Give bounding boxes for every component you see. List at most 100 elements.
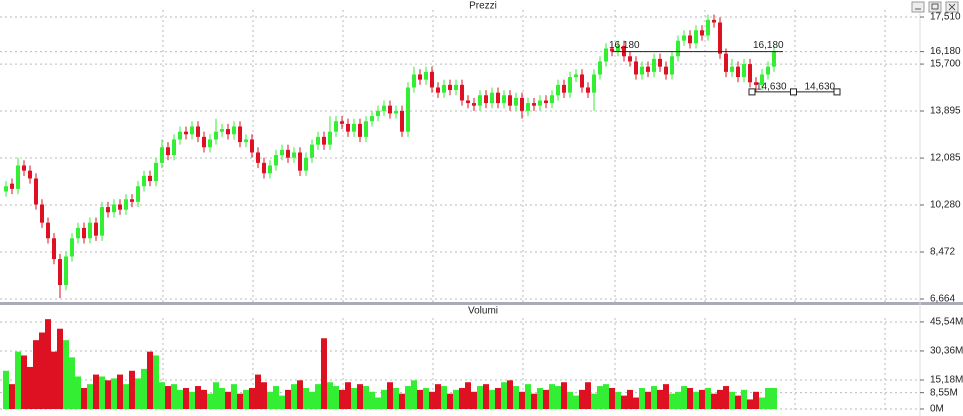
candle-body	[406, 87, 410, 132]
candle-body	[658, 58, 662, 67]
volume-bar	[231, 384, 237, 409]
volume-bar	[561, 382, 567, 409]
volume-bar	[711, 393, 717, 409]
volume-bar	[771, 387, 777, 409]
candle-body	[442, 84, 446, 93]
annotation-handle	[833, 88, 841, 96]
volume-bar	[171, 384, 177, 409]
volume-bar	[201, 389, 207, 409]
candle-body	[652, 58, 656, 72]
candle-body	[526, 103, 530, 111]
minimize-button[interactable]	[911, 1, 925, 13]
candle-body	[520, 97, 524, 111]
candle-body	[346, 123, 350, 132]
volume-bar	[591, 393, 597, 409]
candle-body	[610, 48, 614, 52]
volume-bar	[399, 393, 405, 409]
volume-bar	[507, 380, 513, 409]
candle-body	[130, 199, 134, 202]
candle-body	[670, 56, 674, 75]
volume-bar	[651, 386, 657, 409]
candle-body	[718, 22, 722, 54]
volume-bar	[459, 387, 465, 409]
volume-bar	[195, 386, 201, 409]
candle-body	[34, 178, 38, 205]
candle-body	[724, 53, 728, 72]
volume-bar	[657, 389, 663, 409]
candle-body	[574, 74, 578, 78]
candle-body	[772, 51, 776, 67]
candle-body	[136, 186, 140, 202]
volume-bar	[441, 386, 447, 409]
candle-body	[436, 87, 440, 93]
volume-bar	[93, 374, 99, 409]
volume-bar	[639, 387, 645, 409]
volume-bar	[471, 391, 477, 409]
candle-body	[184, 131, 188, 135]
candle-body	[148, 175, 152, 182]
volume-bar	[129, 370, 135, 409]
volume-bar	[483, 384, 489, 409]
volume-bar	[261, 382, 267, 409]
volume-bar	[603, 384, 609, 409]
candle-body	[16, 165, 20, 189]
window-buttons[interactable]	[911, 1, 959, 13]
volume-bar	[297, 380, 303, 409]
candle-body	[700, 30, 704, 36]
candle-body	[220, 129, 224, 132]
price-panel-title: Prezzi	[469, 1, 497, 12]
candle-body	[4, 186, 8, 192]
candle-body	[82, 227, 86, 239]
volume-bar	[285, 389, 291, 409]
volume-bar	[609, 387, 615, 409]
volume-bar	[465, 382, 471, 409]
volume-bar	[369, 391, 375, 409]
y-tick-label: 8,55M	[930, 387, 958, 398]
candle-body	[118, 204, 122, 210]
volume-bar	[237, 393, 243, 409]
volume-bar	[573, 395, 579, 409]
volume-bar	[729, 391, 735, 409]
volume-bar	[741, 389, 747, 409]
volume-bar	[219, 387, 225, 409]
volume-bar	[759, 397, 765, 409]
volume-bar	[99, 376, 105, 409]
candle-body	[424, 71, 428, 80]
candle-body	[550, 95, 554, 104]
candle-body	[22, 165, 26, 171]
volume-bar	[489, 389, 495, 409]
candle-body	[514, 97, 518, 106]
volume-bar	[303, 387, 309, 409]
annotation-label: 16,180	[753, 40, 784, 51]
candle-body	[10, 183, 14, 189]
candle-body	[676, 40, 680, 57]
volume-bar	[135, 378, 141, 409]
volume-bar	[393, 387, 399, 409]
annotation-handle	[748, 88, 756, 96]
restore-button[interactable]	[928, 1, 942, 13]
candle-body	[688, 35, 692, 44]
y-tick-label: 6,664	[930, 294, 955, 305]
volume-bar	[681, 386, 687, 409]
candle-body	[736, 66, 740, 78]
volume-bar	[501, 382, 507, 409]
volume-bar	[255, 374, 261, 409]
volume-bar	[525, 384, 531, 409]
volume-bar	[9, 384, 15, 409]
volume-bar	[699, 389, 705, 409]
volume-bar	[207, 393, 213, 409]
volume-bar	[675, 391, 681, 409]
volume-bar	[141, 368, 147, 409]
volume-panel-title: Volumi	[468, 306, 498, 317]
candle-body	[262, 162, 266, 174]
volume-bar	[429, 391, 435, 409]
candle-body	[286, 149, 290, 158]
candle-body	[76, 227, 80, 239]
volume-bar	[753, 391, 759, 409]
candle-body	[712, 19, 716, 23]
volume-bar	[165, 386, 171, 409]
volume-bar	[513, 386, 519, 409]
candle-body	[454, 84, 458, 91]
candle-body	[274, 155, 278, 166]
